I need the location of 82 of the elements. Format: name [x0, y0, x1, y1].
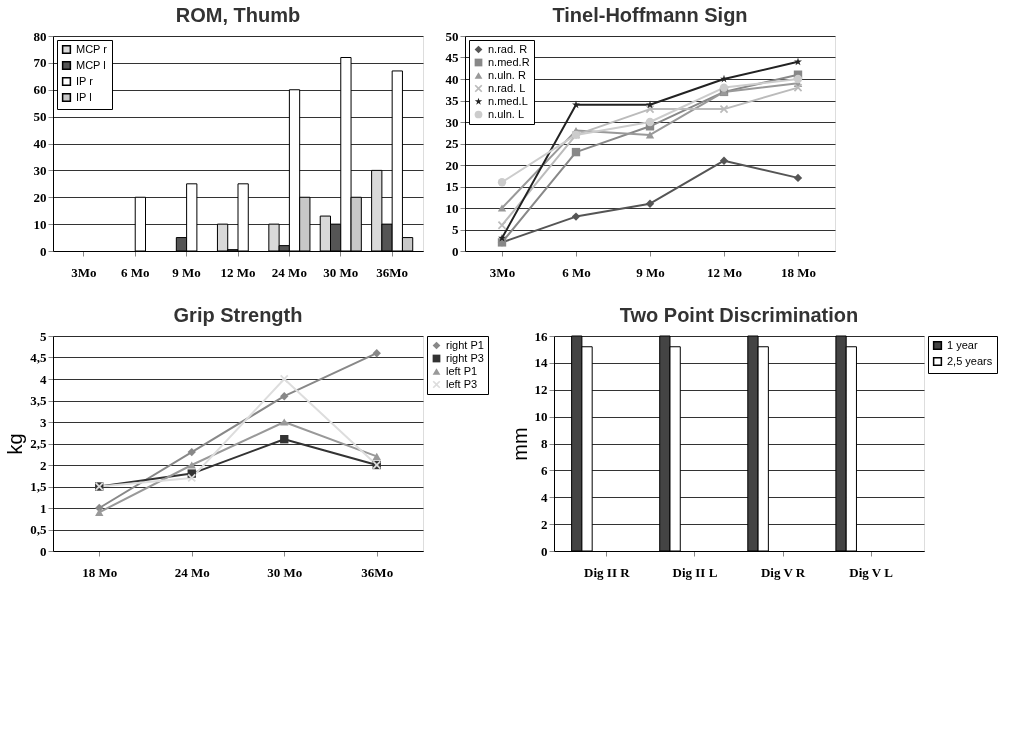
legend-label: right P1 [446, 338, 484, 351]
y-axis-title: mm [508, 427, 531, 461]
y-tick-label: 40 [445, 71, 459, 87]
y-tick-label: 40 [33, 136, 47, 151]
y-tick-label: 10 [33, 216, 47, 232]
chart-title: ROM, Thumb [175, 4, 301, 26]
y-tick-label: 14 [534, 355, 548, 371]
y-tick-label: 60 [33, 82, 47, 98]
x-tick-label: Dig V L [849, 564, 894, 580]
y-tick-label: 30 [33, 162, 47, 178]
x-tick-label: 9 Mo [636, 264, 665, 280]
y-tick-label: 0,5 [30, 522, 47, 537]
y-tick-label: 0 [452, 243, 459, 259]
legend-label: IP r [76, 74, 94, 87]
legend-label: n.med.R [488, 55, 530, 68]
x-tick-label: 3Mo [489, 264, 516, 280]
y-tick-label: 50 [33, 109, 47, 125]
x-tick-label: 9 Mo [172, 264, 201, 280]
legend-label: 2,5 years [947, 354, 993, 367]
x-tick-label: 30 Mo [323, 264, 359, 280]
y-tick-label: 2,5 [30, 436, 47, 451]
y-tick-label: 20 [33, 189, 47, 205]
legend-label: left P3 [446, 377, 478, 390]
x-tick-label: 18 Mo [82, 564, 118, 580]
x-tick-label: 24 Mo [271, 264, 307, 280]
y-tick-label: 30 [445, 114, 459, 130]
y-tick-label: 0 [40, 243, 47, 259]
legend-label: n.rad. L [488, 81, 526, 94]
x-tick-label: 6 Mo [562, 264, 591, 280]
y-tick-label: 4,5 [30, 350, 47, 365]
y-tick-label: 16 [534, 328, 548, 344]
y-tick-label: 35 [445, 93, 459, 108]
y-tick-label: 4 [40, 371, 47, 387]
x-tick-label: 12 Mo [706, 264, 743, 280]
legend-label: n.med.L [488, 94, 528, 107]
y-tick-label: 4 [541, 489, 548, 505]
y-tick-label: 12 [534, 382, 548, 398]
y-tick-label: 80 [33, 28, 47, 44]
legend-label: n.uln. L [488, 107, 525, 120]
legend-label: n.uln. R [488, 68, 526, 81]
chart-title: Grip Strength [173, 304, 303, 326]
legend-label: 1 year [947, 338, 978, 351]
y-tick-label: 8 [541, 436, 548, 451]
x-tick-label: 36Mo [376, 264, 409, 280]
y-tick-label: 2 [40, 457, 47, 473]
x-tick-label: 6 Mo [120, 264, 150, 280]
y-tick-label: 6 [541, 462, 548, 478]
legend-label: MCP l [76, 58, 106, 71]
y-tick-label: 25 [445, 136, 459, 151]
y-tick-label: 10 [534, 409, 548, 425]
x-tick-label: Dig II L [672, 564, 718, 580]
x-tick-label: 24 Mo [174, 564, 210, 580]
y-tick-label: 50 [445, 28, 459, 44]
legend-label: left P1 [446, 364, 478, 377]
y-tick-label: 0 [40, 543, 47, 559]
legend-label: IP l [76, 90, 92, 103]
x-tick-label: 30 Mo [267, 564, 303, 580]
y-tick-label: 70 [33, 55, 47, 71]
legend-label: MCP r [76, 42, 108, 55]
y-tick-label: 0 [541, 543, 548, 559]
y-axis-title: kg [4, 433, 27, 455]
y-tick-label: 45 [445, 50, 459, 65]
legend-label: n.rad. R [488, 42, 528, 55]
legend-label: right P3 [446, 351, 484, 364]
y-tick-label: 1 [40, 500, 47, 516]
y-tick-label: 2 [541, 516, 548, 532]
y-tick-label: 3,5 [30, 393, 47, 408]
x-tick-label: Dig II R [584, 564, 631, 580]
chart-title: Tinel-Hoffmann Sign [552, 4, 748, 26]
y-tick-label: 3 [40, 414, 47, 430]
x-tick-label: Dig V R [760, 564, 806, 580]
y-tick-label: 20 [445, 157, 459, 173]
x-tick-label: 18 Mo [780, 264, 817, 280]
x-tick-label: 3Mo [71, 264, 97, 280]
y-tick-label: 1,5 [30, 479, 47, 494]
y-tick-label: 10 [445, 200, 459, 216]
y-tick-label: 5 [452, 222, 459, 237]
x-tick-label: 36Mo [361, 564, 394, 580]
x-tick-label: 12 Mo [220, 264, 256, 280]
y-tick-label: 15 [445, 179, 459, 194]
chart-title: Two Point Discrimination [619, 304, 859, 326]
y-tick-label: 5 [40, 328, 47, 344]
